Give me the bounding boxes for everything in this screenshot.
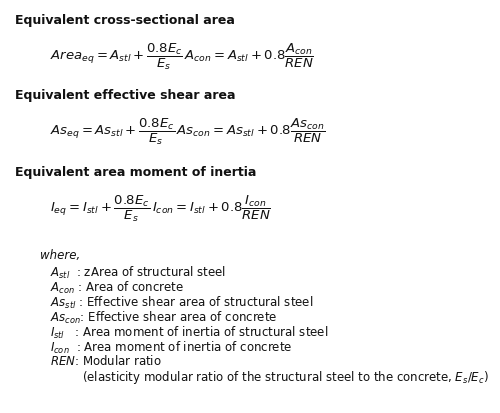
Text: $\mathit{As}_{stl}$ : Effective shear area of structural steel: $\mathit{As}_{stl}$ : Effective shear ar…	[50, 295, 314, 311]
Text: Equivalent effective shear area: Equivalent effective shear area	[15, 89, 235, 102]
Text: $\mathit{As}_{eq} = \mathit{As}_{stl} + \dfrac{0.8E_c}{E_s}\, \mathit{As}_{con} : $\mathit{As}_{eq} = \mathit{As}_{stl} + …	[50, 116, 326, 147]
Text: $I_{con}$  : Area moment of inertia of concrete: $I_{con}$ : Area moment of inertia of co…	[50, 339, 292, 356]
Text: Equivalent cross-sectional area: Equivalent cross-sectional area	[15, 14, 235, 27]
Text: $A_{stl}$  : zArea of structural steel: $A_{stl}$ : zArea of structural steel	[50, 265, 226, 281]
Text: Equivalent area moment of inertia: Equivalent area moment of inertia	[15, 166, 256, 179]
Text: $\mathit{As}_{con}$: Effective shear area of concrete: $\mathit{As}_{con}$: Effective shear are…	[50, 310, 278, 326]
Text: $I_{stl}$   : Area moment of inertia of structural steel: $I_{stl}$ : Area moment of inertia of st…	[50, 325, 328, 341]
Text: $\mathit{Area}_{eq} = A_{stl} + \dfrac{0.8E_c}{E_s}\, A_{con} = A_{stl} + 0.8\df: $\mathit{Area}_{eq} = A_{stl} + \dfrac{0…	[50, 41, 314, 71]
Text: $I_{eq} = I_{stl} + \dfrac{0.8E_c}{E_s}\, I_{con} = I_{stl} + 0.8\dfrac{I_{con}}: $I_{eq} = I_{stl} + \dfrac{0.8E_c}{E_s}\…	[50, 193, 271, 223]
Text: $A_{con}$ : Area of concrete: $A_{con}$ : Area of concrete	[50, 280, 184, 296]
Text: $\mathit{REN}$: Modular ratio: $\mathit{REN}$: Modular ratio	[50, 354, 162, 368]
Text: where,: where,	[40, 249, 80, 261]
Text: (elasticity modular ratio of the structural steel to the concrete, $E_s/E_c$): (elasticity modular ratio of the structu…	[82, 369, 490, 386]
